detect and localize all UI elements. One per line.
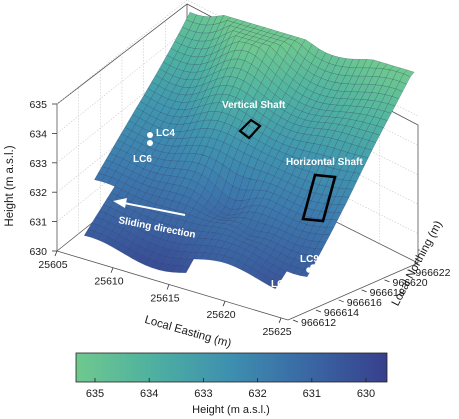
z-tick-label: 635 (29, 99, 47, 111)
x-tick-mark (110, 267, 114, 273)
surface-mesh (83, 11, 415, 290)
lc6-marker: LC6 (133, 154, 152, 165)
x-axis-line (56, 250, 289, 321)
vertical-shaft-label: Vertical Shaft (222, 100, 286, 111)
y-tick-label: 966616 (347, 297, 382, 309)
y-tick-label: 966612 (301, 317, 336, 329)
y-tick-mark (292, 319, 299, 323)
x-tick-label: 25615 (150, 292, 179, 304)
x-tick-label: 25625 (262, 326, 291, 338)
colorbar-tick-label: 630 (357, 388, 375, 400)
colorbar-tick-label: 633 (194, 388, 212, 400)
colorbar: 635 634 633 632 631 630 Height (m a.s.l.) (75, 352, 388, 416)
y-tick-mark (407, 269, 413, 273)
colorbar-gradient (75, 352, 388, 383)
z-tick-label: 634 (29, 128, 47, 140)
y-tick-label: 966620 (393, 277, 428, 289)
x-tick-label: 25605 (38, 259, 67, 271)
x-tick-mark (222, 301, 226, 307)
z-grid-line (56, 0, 419, 117)
x-tick-label: 25620 (206, 309, 235, 321)
z-tick-label: 631 (29, 217, 47, 229)
z-tick-label: 630 (29, 246, 47, 258)
y-axis-line (287, 262, 419, 321)
y-tick-mark (384, 279, 390, 283)
y-tick-label: 966614 (324, 307, 359, 319)
colorbar-tick-label: 631 (303, 388, 321, 400)
lc97-marker: LC97-1 LC97-2 (271, 254, 334, 290)
y-tick-label: 966618 (370, 287, 405, 299)
colorbar-tick-label: 632 (248, 388, 266, 400)
lc97-1-label: LC97-1 (300, 254, 334, 265)
y-axis-label: Local Northing (m) (390, 219, 445, 308)
y-tick-mark (338, 299, 344, 303)
z-axis: 630 631 632 633 634 635 (29, 99, 57, 258)
z-tick-label: 633 (29, 158, 47, 170)
lc6-label: LC6 (133, 154, 152, 165)
vertical-shaft-marker: Vertical Shaft (222, 100, 286, 140)
z-tick-label: 632 (29, 187, 47, 199)
colorbar-ticks: 635 634 633 632 631 630 (86, 378, 375, 400)
horizontal-shaft-marker: Horizontal Shaft (286, 157, 363, 223)
lc4-label: LC4 (156, 128, 175, 139)
z-axis-label: Height (m a.s.l.) (4, 145, 16, 226)
horizontal-shaft-label: Horizontal Shaft (286, 157, 363, 168)
colorbar-tick-label: 635 (86, 388, 104, 400)
x-axis: 25605 25610 25615 25620 25625 (38, 250, 292, 338)
x-tick-mark (166, 284, 170, 290)
lc97-2-label: LC97-2 (271, 279, 305, 290)
x-tick-mark (54, 250, 58, 257)
y-tick-mark (315, 309, 322, 313)
x-tick-mark (278, 317, 282, 324)
x-tick-label: 25610 (94, 276, 123, 288)
lc4-marker: LC4 (147, 128, 175, 146)
y-tick-label: 966622 (415, 267, 450, 279)
colorbar-tick-label: 634 (140, 388, 158, 400)
y-tick-mark (361, 289, 367, 293)
surface-cell (403, 69, 415, 77)
colorbar-label: Height (m a.s.l.) (192, 404, 270, 416)
